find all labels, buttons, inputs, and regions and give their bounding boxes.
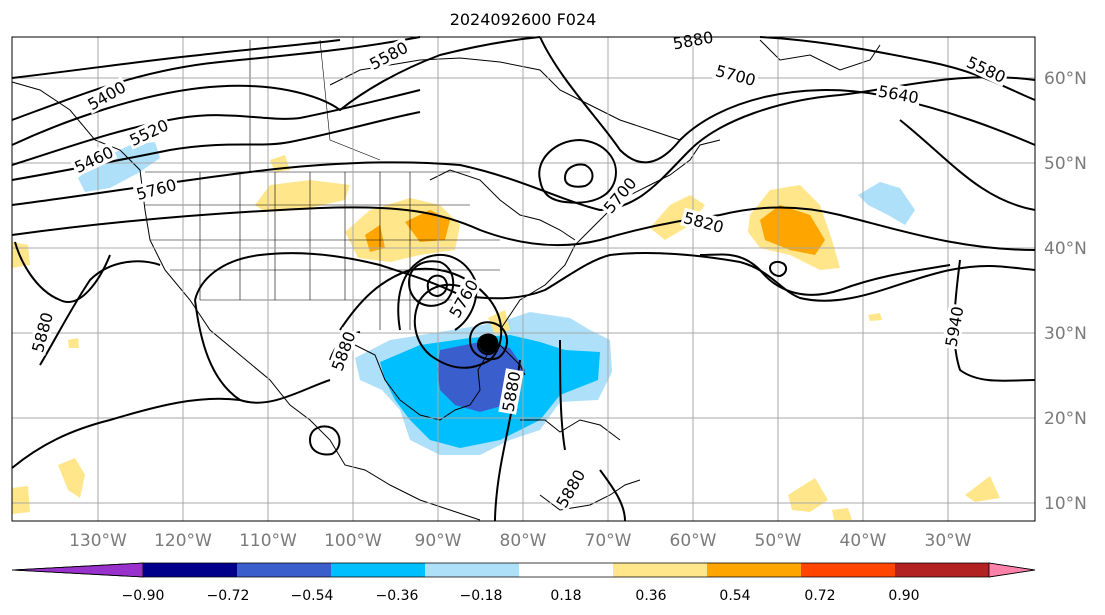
lon-label: 70°W (585, 531, 632, 551)
colorbar-tick: −0.54 (291, 588, 334, 604)
map-frame (11, 36, 1036, 522)
pos-area-newengland (650, 195, 705, 240)
colorbar-tick: 0.18 (550, 588, 581, 604)
colorbar-segment (895, 563, 989, 577)
colorbar-tick: 0.54 (719, 588, 750, 604)
lon-label: 50°W (755, 531, 802, 551)
colorbar-extend-min (11, 562, 144, 578)
colorbar-segment (801, 563, 895, 577)
colorbar-tick: 0.90 (888, 588, 919, 604)
latitude-labels: 60°N 50°N 40°N 30°N 20°N 10°N (1044, 69, 1087, 514)
storm-center-marker (479, 335, 497, 353)
lon-label: 30°W (925, 531, 972, 551)
colorbar-tick: −0.72 (207, 588, 250, 604)
lon-label: 100°W (324, 531, 382, 551)
lon-label: 90°W (415, 531, 462, 551)
colorbar-outline (11, 562, 1036, 578)
lat-label: 10°N (1044, 494, 1087, 514)
pos-area-midwest-mid2 (405, 210, 450, 242)
lon-label: 80°W (500, 531, 547, 551)
pos-area-pacific-sw (58, 458, 85, 498)
lat-label: 60°N (1044, 69, 1087, 89)
lon-label: 40°W (840, 531, 887, 551)
colorbar-segment (519, 563, 613, 577)
longitude-labels: 130°W 120°W 110°W 100°W 90°W 80°W 70°W 6… (69, 531, 972, 551)
map-panel: 5580 5400 5520 5460 5760 5700 5640 5580 … (11, 28, 1036, 522)
lon-label: 60°W (670, 531, 717, 551)
height-contours (11, 36, 1036, 522)
colorbar-extend-max (988, 562, 1036, 578)
colorbar-segment (331, 563, 425, 577)
lon-label: 130°W (69, 531, 127, 551)
colorbar-segments (11, 562, 1036, 578)
political-borders (145, 39, 500, 330)
lat-label: 50°N (1044, 154, 1087, 174)
lat-label: 20°N (1044, 409, 1087, 429)
neg-area-atlantic (858, 182, 915, 225)
pos-area-atl-south2 (965, 476, 1000, 502)
colorbar-tick: 0.36 (635, 588, 666, 604)
colorbar-segment (707, 563, 801, 577)
colorbar-tick-labels: −0.90 −0.72 −0.54 −0.36 −0.18 0.18 0.36 … (122, 588, 920, 604)
colorbar-tick: −0.18 (460, 588, 503, 604)
lat-label: 30°N (1044, 324, 1087, 344)
pos-area-sw-corner (12, 486, 30, 514)
pos-area-west-edge (12, 242, 30, 268)
pos-area-atl-south3 (832, 508, 852, 520)
lon-label: 120°W (154, 531, 212, 551)
map-title: 2024092600 F024 (450, 10, 597, 29)
pos-area-small1 (868, 313, 882, 321)
colorbar: −0.90 −0.72 −0.54 −0.36 −0.18 0.18 0.36 … (11, 562, 1036, 604)
colorbar-segment (425, 563, 519, 577)
pos-area-small2 (68, 338, 79, 348)
pos-area-plains (255, 180, 350, 212)
lat-label: 40°N (1044, 239, 1087, 259)
graticule (12, 37, 1035, 521)
colorbar-segment (613, 563, 707, 577)
colorbar-segment (237, 563, 331, 577)
lon-label: 110°W (239, 531, 297, 551)
colorbar-tick: 0.72 (804, 588, 835, 604)
pos-area-atlantic-mid (760, 205, 825, 255)
pos-area-florida (488, 310, 510, 335)
colorbar-tick: −0.36 (376, 588, 419, 604)
colorbar-segment (143, 563, 237, 577)
colorbar-tick: −0.90 (122, 588, 165, 604)
